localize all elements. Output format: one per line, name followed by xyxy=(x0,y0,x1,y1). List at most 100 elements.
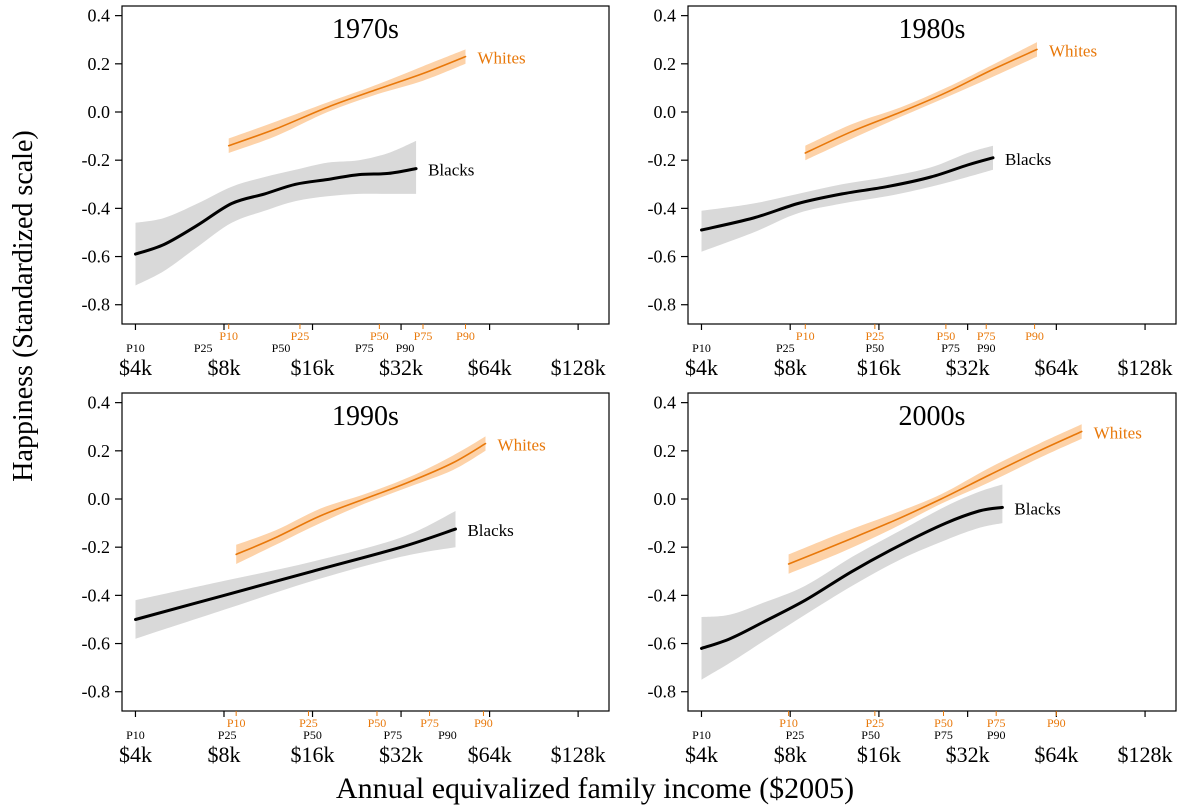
percentile-label-whites: P50 xyxy=(368,716,387,730)
plot-frame xyxy=(121,5,610,325)
y-tick-label: 0.0 xyxy=(88,102,111,122)
percentile-label-blacks: P75 xyxy=(934,728,953,742)
confidence-band-blacks xyxy=(701,484,1003,680)
x-axis-label: Annual equivalized family income ($2005) xyxy=(336,772,854,805)
x-tick-label: $16k xyxy=(291,742,335,767)
x-tick-label: $32k xyxy=(946,355,990,380)
panel-1970s: 1970s 0.4 0.2 0.0 -0.2 -0.4 -0.6 -0.8 $4k $8k $16k… xyxy=(82,5,610,380)
y-tick-label: -0.8 xyxy=(648,295,677,315)
plot-frame xyxy=(687,392,1177,712)
y-tick-label: 0.4 xyxy=(88,393,111,413)
percentile-label-whites: P10 xyxy=(227,716,246,730)
x-tick-label: $8k xyxy=(774,355,807,380)
series-label-whites: Whites xyxy=(1049,41,1097,60)
y-tick-label: -0.4 xyxy=(648,198,677,218)
y-tick-label: 0.4 xyxy=(654,393,677,413)
y-tick-label: 0.0 xyxy=(88,489,111,509)
x-tick-label: $16k xyxy=(857,742,901,767)
x-tick-label: $16k xyxy=(857,355,901,380)
percentile-label-whites: P10 xyxy=(219,329,238,343)
percentile-label-blacks: P25 xyxy=(776,341,795,355)
series-label-blacks: Blacks xyxy=(428,161,474,180)
x-tick-label: $64k xyxy=(468,355,512,380)
y-tick-label: -0.4 xyxy=(82,585,111,605)
plot-frame xyxy=(121,392,610,712)
percentile-label-whites: P75 xyxy=(414,329,433,343)
percentile-label-blacks: P10 xyxy=(126,341,145,355)
x-tick-label: $64k xyxy=(1034,742,1078,767)
x-tick-label: $32k xyxy=(379,742,423,767)
percentile-label-whites: P10 xyxy=(779,716,798,730)
series-line-blacks xyxy=(134,167,418,256)
percentile-label-blacks: P25 xyxy=(194,341,213,355)
percentile-label-whites: P75 xyxy=(987,716,1006,730)
x-tick-label: $8k xyxy=(774,742,807,767)
percentile-label-whites: P75 xyxy=(977,329,996,343)
y-tick-label: -0.6 xyxy=(82,634,111,654)
panel-title: 2000s xyxy=(899,401,966,432)
x-tick-label: $128k xyxy=(551,355,606,380)
x-tick-label: $128k xyxy=(1118,355,1173,380)
percentile-label-blacks: P90 xyxy=(987,728,1006,742)
panel-title: 1970s xyxy=(332,14,399,45)
y-tick-label: -0.2 xyxy=(82,150,111,170)
confidence-band-whites xyxy=(788,424,1082,574)
x-tick-label: $16k xyxy=(291,355,335,380)
panel-title: 1990s xyxy=(332,401,399,432)
y-tick-label: -0.8 xyxy=(82,295,111,315)
percentile-label-whites: P25 xyxy=(866,716,885,730)
y-tick-label: 0.4 xyxy=(654,6,677,26)
percentile-label-whites: P75 xyxy=(420,716,439,730)
panel-1980s: 1980s 0.4 0.2 0.0 -0.2 -0.4 -0.6 -0.8 $4k $8k $16k… xyxy=(648,5,1177,380)
panel-1990s: 1990s 0.4 0.2 0.0 -0.2 -0.4 -0.6 -0.8 $4k $8k $16k… xyxy=(82,392,610,767)
percentile-label-blacks: P75 xyxy=(355,341,374,355)
y-tick-label: 0.2 xyxy=(88,54,111,74)
percentile-label-whites: P50 xyxy=(937,329,956,343)
x-tick-label: $8k xyxy=(207,742,240,767)
y-tick-label: 0.4 xyxy=(88,6,111,26)
y-tick-label: -0.6 xyxy=(82,247,111,267)
confidence-band-whites xyxy=(805,42,1037,161)
percentile-label-blacks: P75 xyxy=(941,341,960,355)
percentile-label-blacks: P25 xyxy=(218,728,237,742)
percentile-label-whites: P25 xyxy=(291,329,310,343)
confidence-band-blacks xyxy=(135,140,417,286)
percentile-label-blacks: P90 xyxy=(396,341,415,355)
percentile-label-whites: P10 xyxy=(796,329,815,343)
percentile-label-blacks: P75 xyxy=(383,728,402,742)
x-tick-label: $64k xyxy=(1034,355,1078,380)
x-tick-label: $4k xyxy=(119,355,152,380)
y-tick-label: 0.0 xyxy=(654,102,677,122)
percentile-label-whites: P25 xyxy=(299,716,318,730)
percentile-label-whites: P90 xyxy=(456,329,475,343)
x-tick-label: $32k xyxy=(379,355,423,380)
percentile-label-blacks: P50 xyxy=(303,728,322,742)
percentile-label-whites: P90 xyxy=(1047,716,1066,730)
panel-title: 1980s xyxy=(899,14,966,45)
y-tick-label: 0.0 xyxy=(654,489,677,509)
confidence-band-blacks xyxy=(701,145,993,252)
percentile-label-whites: P25 xyxy=(866,329,885,343)
y-tick-label: 0.2 xyxy=(654,441,677,461)
x-tick-label: $4k xyxy=(119,742,152,767)
series-label-whites: Whites xyxy=(1094,424,1142,443)
series-label-blacks: Blacks xyxy=(1014,499,1060,518)
percentile-label-blacks: P50 xyxy=(861,728,880,742)
percentile-label-whites: P50 xyxy=(934,716,953,730)
series-line-blacks xyxy=(134,527,457,621)
percentile-label-blacks: P50 xyxy=(272,341,291,355)
percentile-label-blacks: P10 xyxy=(126,728,145,742)
percentile-label-blacks: P90 xyxy=(438,728,457,742)
y-tick-label: -0.2 xyxy=(648,150,677,170)
series-line-whites xyxy=(804,48,1038,154)
x-tick-label: $128k xyxy=(551,742,606,767)
y-tick-label: -0.2 xyxy=(82,537,111,557)
y-tick-label: -0.2 xyxy=(648,537,677,557)
confidence-band-whites xyxy=(228,49,466,153)
series-label-whites: Whites xyxy=(498,436,546,455)
series-label-blacks: Blacks xyxy=(467,521,513,540)
percentile-label-blacks: P25 xyxy=(786,728,805,742)
x-tick-label: $32k xyxy=(946,742,990,767)
percentile-label-whites: P90 xyxy=(474,716,493,730)
x-tick-label: $64k xyxy=(468,742,512,767)
